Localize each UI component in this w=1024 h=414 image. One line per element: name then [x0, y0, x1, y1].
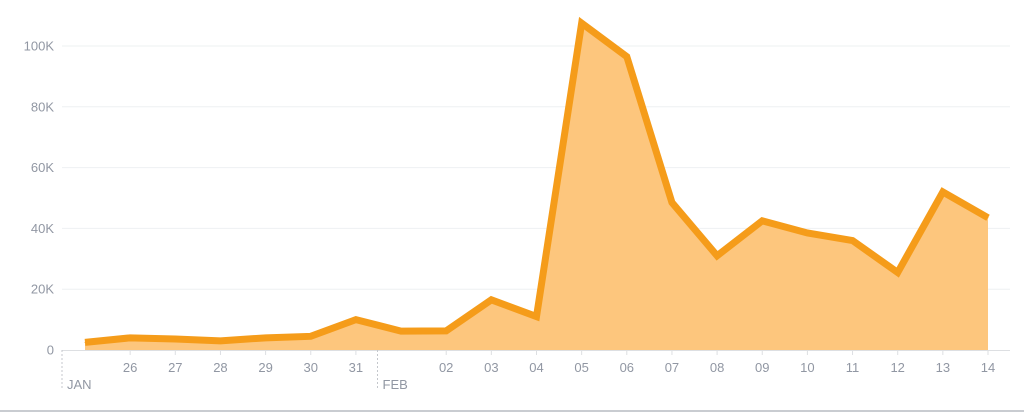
- x-tick-label: 26: [123, 360, 137, 375]
- data-point: [581, 22, 583, 24]
- data-point: [626, 56, 628, 58]
- data-point: [400, 330, 402, 332]
- series-area: [85, 23, 988, 350]
- x-tick-label: 03: [484, 360, 498, 375]
- data-point: [942, 191, 944, 193]
- data-point: [84, 341, 86, 343]
- data-point: [445, 330, 447, 332]
- data-point: [536, 316, 537, 318]
- data-point: [490, 299, 492, 301]
- x-tick-label: 31: [349, 360, 363, 375]
- y-tick-label: 40K: [31, 221, 54, 236]
- y-tick-label: 0: [47, 343, 54, 358]
- data-point: [129, 337, 131, 339]
- data-point: [897, 271, 899, 273]
- x-tick-label: 28: [213, 360, 227, 375]
- x-tick-label: 29: [258, 360, 272, 375]
- data-point: [716, 255, 718, 257]
- data-point: [174, 338, 176, 340]
- y-tick-label: 60K: [31, 160, 54, 175]
- y-tick-label: 20K: [31, 282, 54, 297]
- month-label: JAN: [67, 377, 92, 392]
- x-tick-label: 06: [620, 360, 634, 375]
- x-tick-label: 14: [981, 360, 995, 375]
- data-point: [987, 217, 989, 219]
- x-tick-label: 13: [936, 360, 950, 375]
- data-point: [219, 340, 221, 342]
- x-tick-label: 05: [574, 360, 588, 375]
- x-tick-label: 02: [439, 360, 453, 375]
- data-point: [806, 232, 808, 234]
- x-tick-label: 08: [710, 360, 724, 375]
- x-tick-label: 10: [800, 360, 814, 375]
- x-tick-label: 27: [168, 360, 182, 375]
- data-point: [852, 240, 854, 242]
- x-tick-label: 04: [529, 360, 543, 375]
- x-tick-label: 12: [890, 360, 904, 375]
- month-label: FEB: [383, 377, 408, 392]
- data-point: [265, 337, 267, 339]
- y-tick-label: 80K: [31, 99, 54, 114]
- data-point: [310, 335, 312, 337]
- x-tick-label: 07: [665, 360, 679, 375]
- x-tick-label: 30: [304, 360, 318, 375]
- data-point: [671, 202, 673, 204]
- x-tick-label: 11: [846, 360, 860, 375]
- data-point: [761, 220, 763, 222]
- data-point: [355, 319, 357, 321]
- y-tick-label: 100K: [24, 39, 55, 54]
- x-tick-label: 09: [755, 360, 769, 375]
